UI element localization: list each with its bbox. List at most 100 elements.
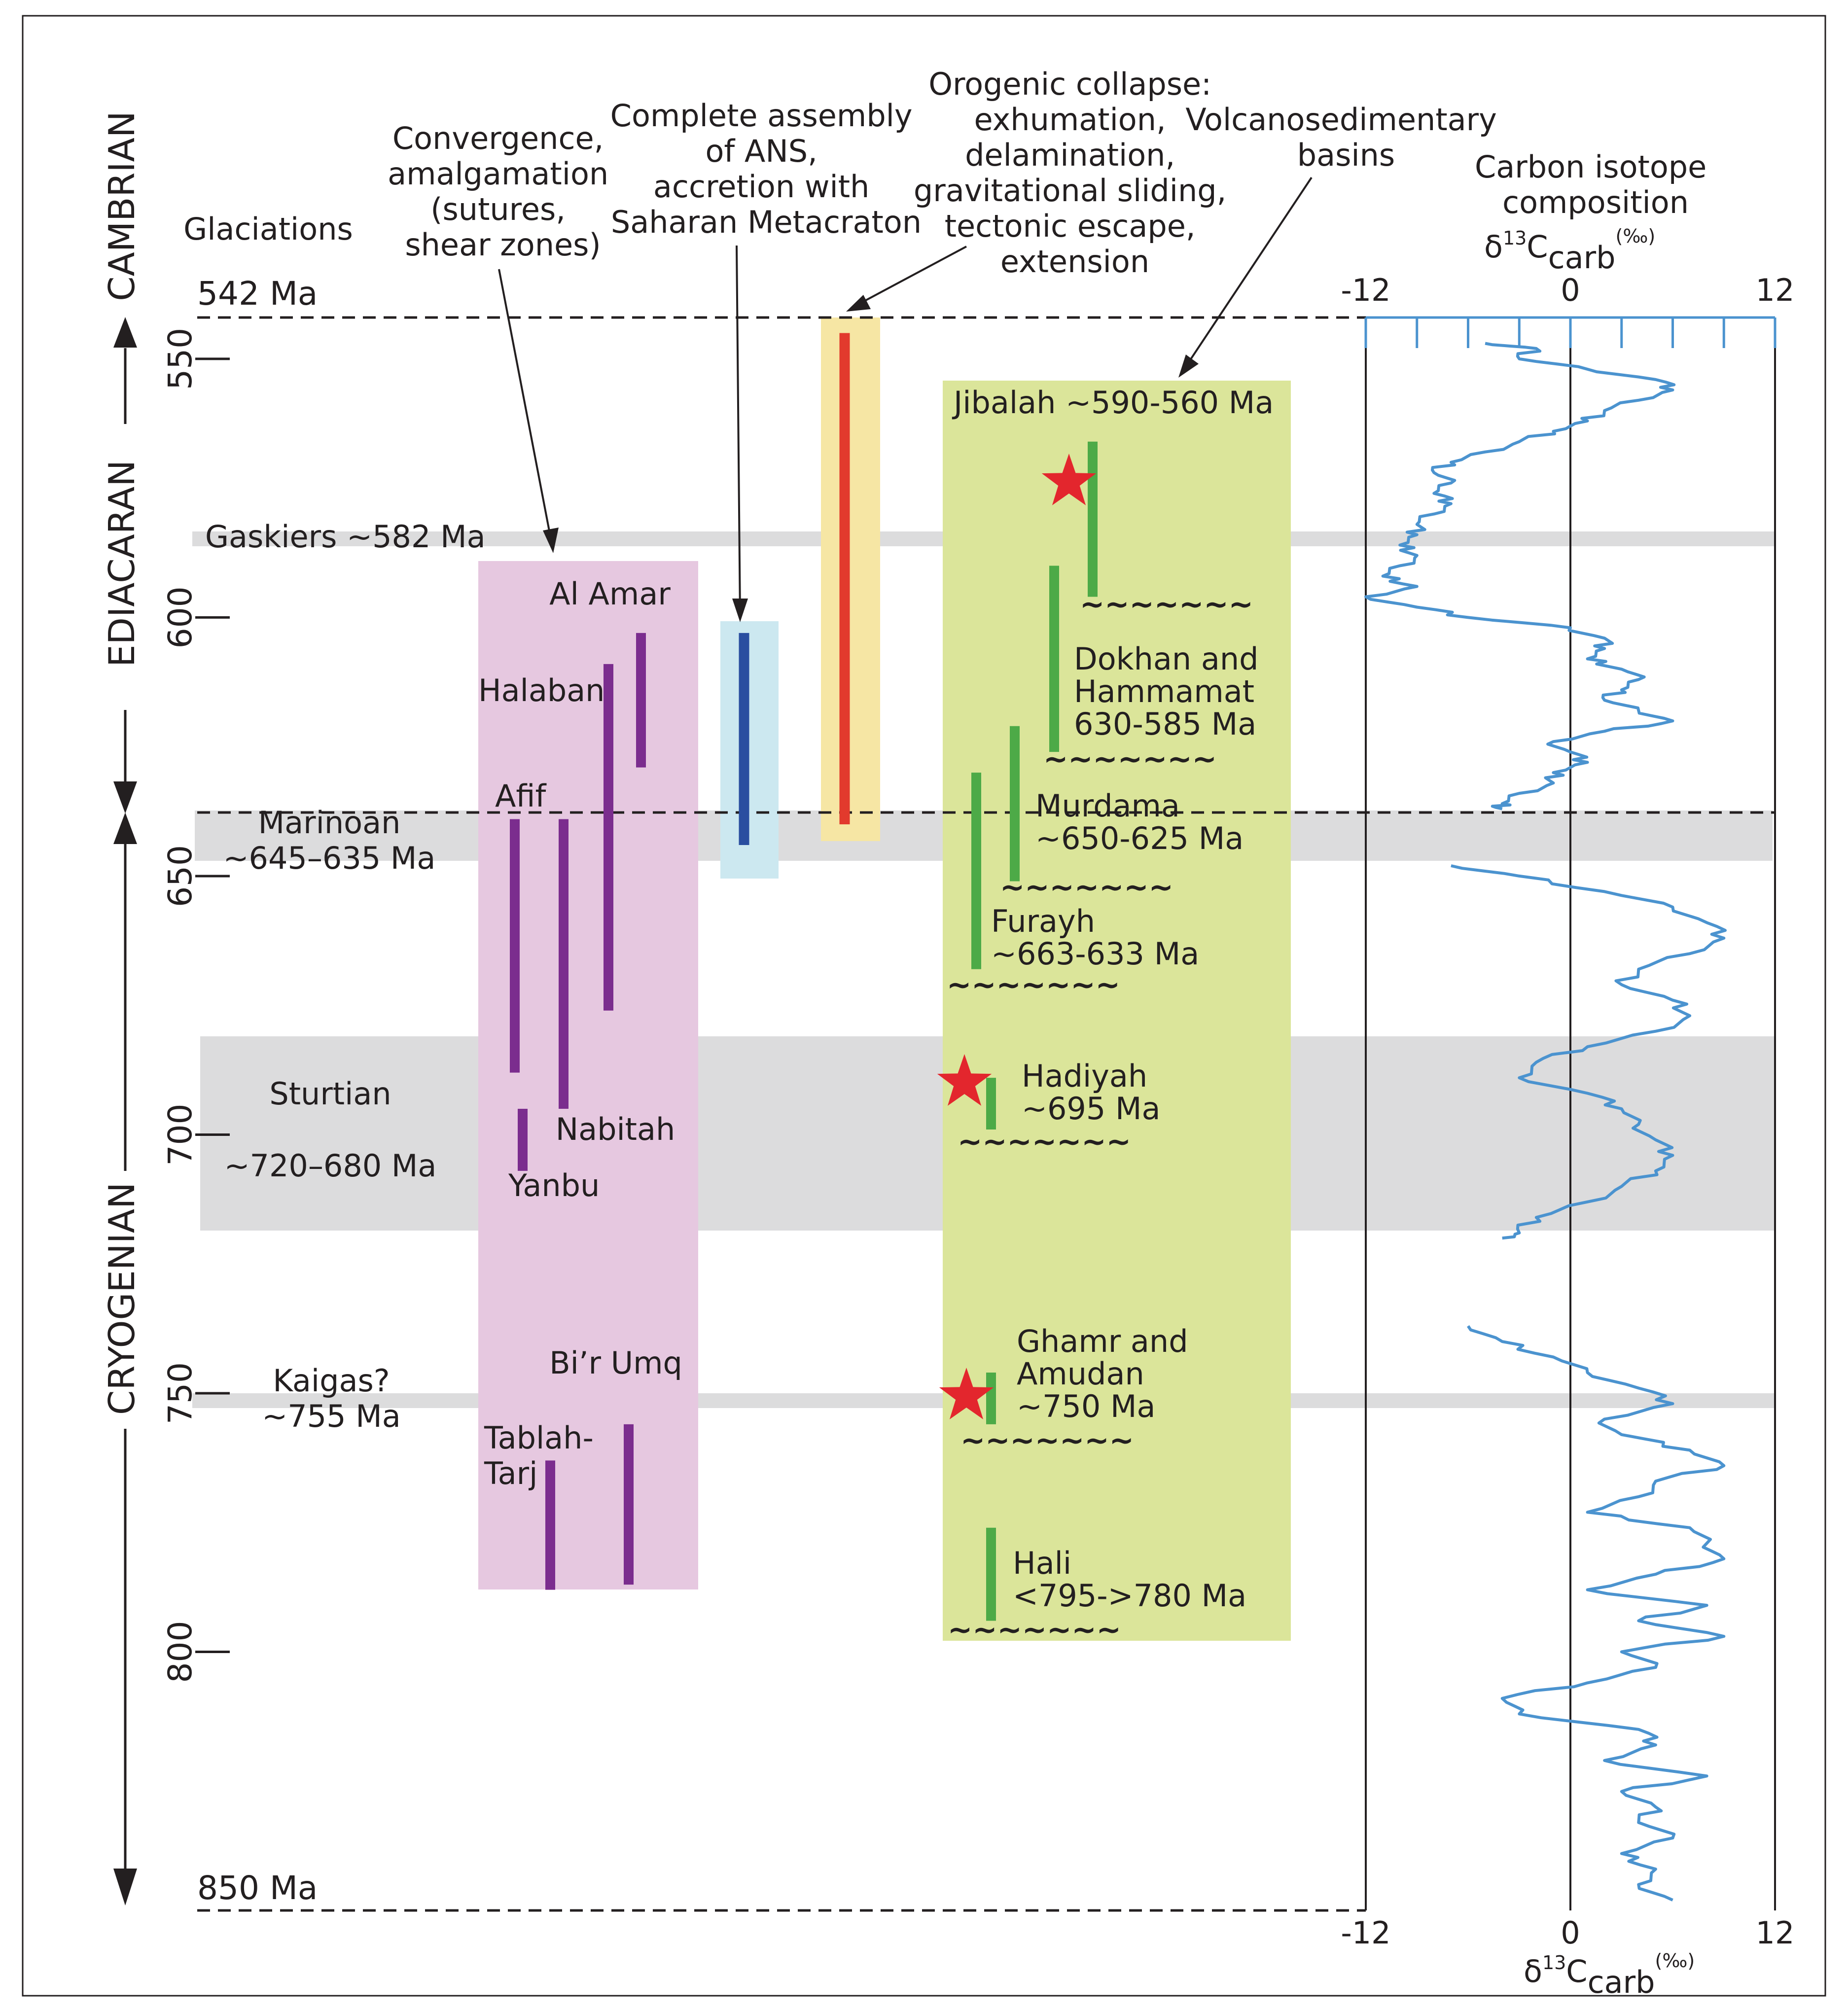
header-assembly-line: of ANS, <box>705 133 817 169</box>
header-convergence-line: amalgamation <box>388 156 608 192</box>
age-tick-label: 700 <box>161 1103 199 1165</box>
label-hali: Hali <795->780 Ma <box>1013 1545 1246 1614</box>
header-collapse-line: Orogenic collapse: <box>928 66 1211 102</box>
label-jibalah: Jibalah ~590-560 Ma <box>952 385 1274 421</box>
header-convergence-line: Convergence, <box>392 120 604 156</box>
header-isotope-line: Carbon isotope <box>1475 149 1706 185</box>
header-collapse-line: exhumation, <box>974 102 1166 138</box>
glaciation-marinoan-age: ~645–635 Ma <box>223 840 436 876</box>
unconformity-symbol: ~~~~~~~ <box>1000 870 1173 905</box>
label-murdama: Murdama ~650-625 Ma <box>1035 788 1244 856</box>
up-arrow-icon <box>113 317 137 348</box>
age-tick-label: 650 <box>161 845 199 907</box>
label-dokhan: Dokhan and Hammamat 630-585 Ma <box>1074 641 1268 742</box>
header-convergence-line: shear zones) <box>405 227 601 263</box>
era-axis: CAMBRIAN EDIACARAN CRYOGENIAN <box>101 111 142 1906</box>
age-tick-label: 550 <box>161 328 199 390</box>
arrowhead-icon <box>732 599 748 622</box>
isotope-line <box>1467 1325 1726 1902</box>
header-assembly-line: Complete assembly <box>610 98 913 134</box>
unconformity-symbol: ~~~~~~~ <box>960 1423 1134 1458</box>
unconformity-symbol: ~~~~~~~ <box>958 1125 1131 1159</box>
isotope-tick-bottom-right: 12 <box>1756 1915 1795 1951</box>
isotope-chart: -12 0 12 -12 0 12 <box>1341 272 1794 1951</box>
label-nabitah: Nabitah <box>556 1111 675 1147</box>
unconformity-symbol: ~~~~~~~ <box>1043 742 1217 777</box>
header-assembly-line: Saharan Metacraton <box>611 204 922 240</box>
header-assembly-line: accretion with <box>653 169 869 205</box>
age-tick-label: 750 <box>161 1362 199 1424</box>
unconformities: ~~~~~~~ ~~~~~~~ ~~~~~~~ ~~~~~~~ ~~~~~~~ … <box>947 587 1253 1647</box>
isotope-axis-label-bottom: δ13Ccarb(‰) <box>1524 1950 1695 2000</box>
glaciation-kaigas-name: Kaigas? <box>273 1363 390 1399</box>
arrowhead-icon <box>1178 354 1199 378</box>
isotope-tick-top-right: 12 <box>1756 272 1795 308</box>
era-label-cambrian: CAMBRIAN <box>101 111 142 301</box>
header-collapse-line: extension <box>1000 244 1149 280</box>
arrowhead-icon <box>846 295 871 312</box>
down-arrow-icon <box>113 1869 137 1906</box>
basin-bars <box>971 441 1098 1621</box>
isotope-tick-bottom-left: -12 <box>1341 1915 1390 1951</box>
convergence-box <box>478 561 698 1589</box>
leader-arrows <box>498 176 1313 617</box>
isotope-top-ticks <box>1364 318 1777 348</box>
unconformity-symbol: ~~~~~~~ <box>1080 587 1253 622</box>
header-collapse-line: gravitational sliding, <box>914 173 1226 209</box>
glaciation-sturtian-age: ~720–680 Ma <box>224 1148 437 1184</box>
leader-arrowheads <box>543 295 1199 622</box>
up-arrow-icon <box>113 812 137 844</box>
isotope-tick-top-left: -12 <box>1341 272 1390 308</box>
unconformity-symbol: ~~~~~~~ <box>948 1613 1121 1647</box>
glaciation-gaskiers: Gaskiers ~582 Ma <box>205 519 486 555</box>
header-collapse: Orogenic collapse: exhumation, delaminat… <box>914 66 1236 280</box>
collapse-box <box>821 318 880 841</box>
age-tick-label: 600 <box>161 586 199 648</box>
glaciation-marinoan-name: Marinoan <box>258 805 401 841</box>
convergence-bars <box>510 633 646 1590</box>
header-basins-line: basins <box>1297 137 1395 173</box>
label-ghamr: Ghamr and Amudan ~750 Ma <box>1017 1323 1198 1424</box>
star-icon <box>939 1368 994 1419</box>
leader-line <box>498 269 553 547</box>
label-al-amar: Al Amar <box>549 576 671 612</box>
label-bir-umq: Bi’r Umq <box>549 1345 682 1381</box>
label-afif: Afif <box>495 778 547 814</box>
leader-line <box>852 246 967 309</box>
leader-line <box>736 245 741 617</box>
label-furayh: Furayh ~663-633 Ma <box>991 903 1199 972</box>
label-yanbu: Yanbu <box>508 1167 600 1203</box>
figure-border <box>22 15 1826 1997</box>
age-label-542: 542 Ma <box>197 275 318 313</box>
label-tablah-tarj: Tablah- Tarj <box>484 1420 604 1491</box>
header-isotope: Carbon isotope composition <box>1475 149 1716 220</box>
isotope-line <box>1364 342 1676 811</box>
label-hadiyah: Hadiyah ~695 Ma <box>1022 1058 1160 1127</box>
age-axis: 550 600 650 700 750 800 <box>161 328 230 1683</box>
glaciation-kaigas-age: ~755 Ma <box>262 1398 400 1434</box>
leader-line <box>1181 176 1313 373</box>
unconformity-symbol: ~~~~~~~ <box>947 968 1120 1002</box>
header-basins-line: Volcanosedimentary <box>1185 102 1496 138</box>
isotope-tick-bottom-zero: 0 <box>1561 1915 1580 1951</box>
star-icon <box>1041 454 1097 505</box>
star-icon <box>937 1054 992 1106</box>
header-basins: Volcanosedimentary basins <box>1185 102 1506 173</box>
era-label-cryogenian: CRYOGENIAN <box>101 1182 142 1415</box>
assembly-box <box>720 621 779 879</box>
header-glaciations: Glaciations <box>183 211 353 247</box>
age-label-850: 850 Ma <box>197 1869 318 1907</box>
header-assembly: Complete assembly of ANS, accretion with… <box>610 98 923 240</box>
isotope-line <box>1451 864 1727 1240</box>
isotope-tick-top-zero: 0 <box>1561 272 1580 308</box>
header-collapse-line: tectonic escape, <box>945 208 1196 244</box>
isotope-series <box>1364 342 1727 1902</box>
stars <box>937 454 1097 1419</box>
age-tick-label: 800 <box>161 1621 199 1683</box>
era-label-ediacaran: EDIACARAN <box>101 460 142 667</box>
glaciation-sturtian-name: Sturtian <box>269 1076 391 1112</box>
header-isotope-line: composition <box>1502 184 1689 220</box>
basins-box <box>943 381 1291 1641</box>
down-arrow-icon <box>113 781 137 813</box>
label-halaban: Halaban <box>478 672 604 708</box>
